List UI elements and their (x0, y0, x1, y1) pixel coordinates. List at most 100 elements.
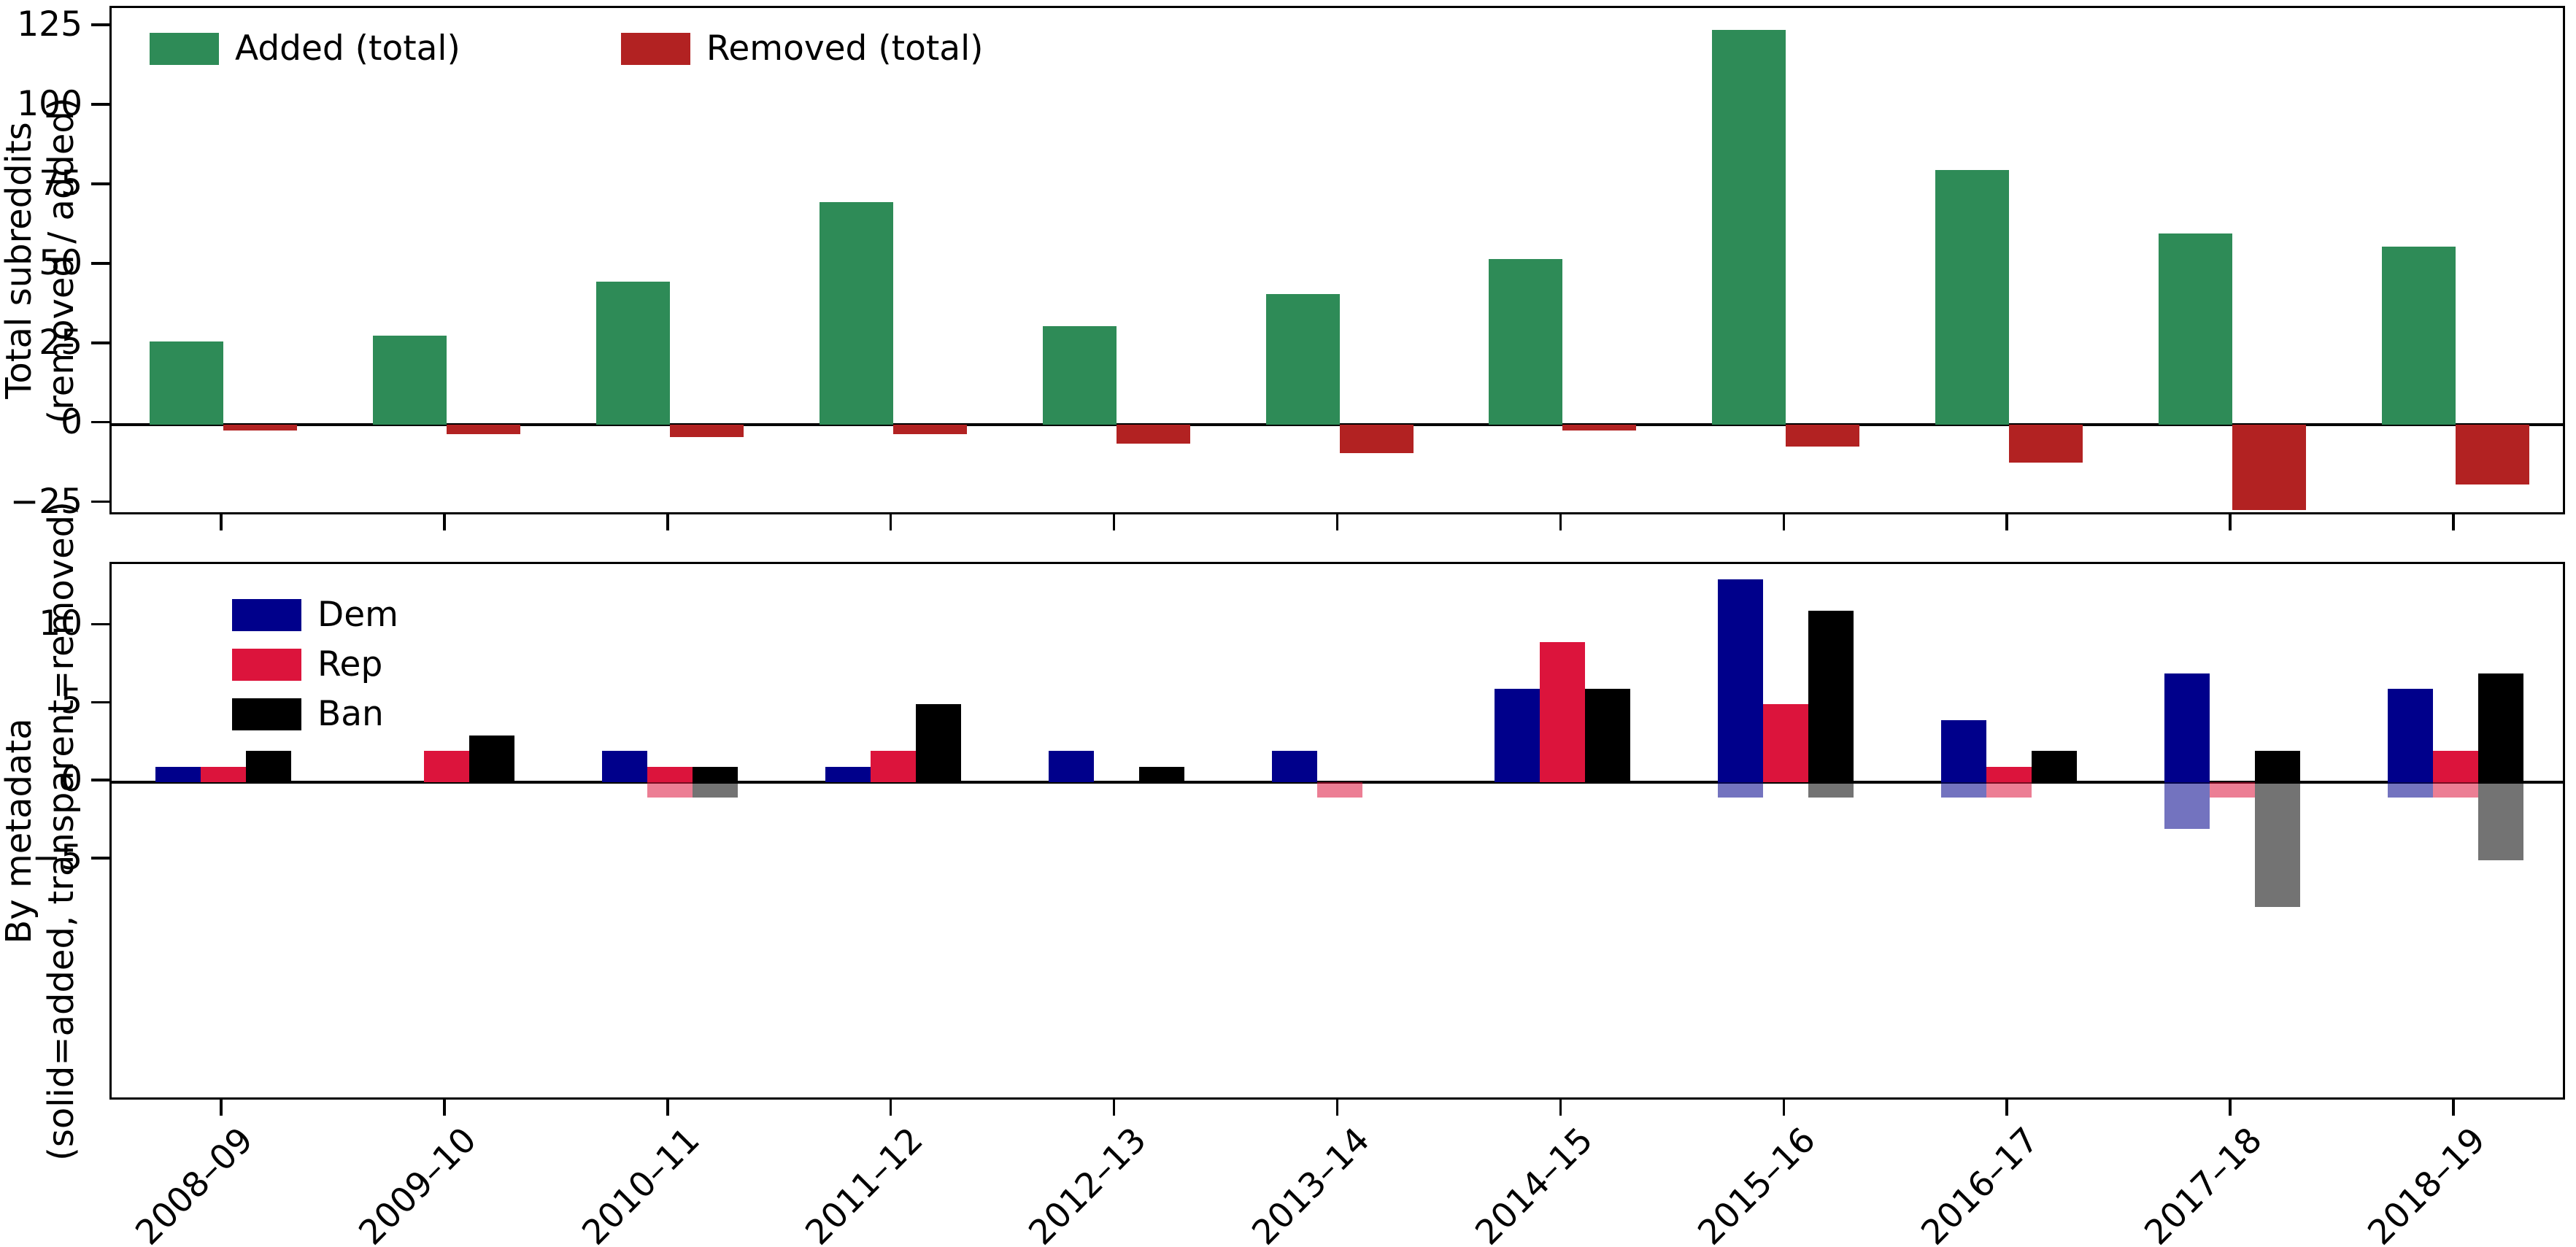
top-panel-axes (109, 6, 2565, 514)
legend-entry-dem: Dem (232, 597, 398, 633)
bar-ban-removed-2017–18 (2255, 782, 2301, 907)
bar-added-2008–09 (149, 341, 223, 425)
x-tick-label: 2012–13 (1020, 1119, 1154, 1247)
y-tick-label: 50 (39, 242, 82, 283)
y-tick-mark (91, 779, 109, 781)
x-tick-mark (1559, 514, 1562, 530)
x-tick-mark (2005, 1100, 2008, 1116)
x-tick-label: 2017–18 (2137, 1119, 2270, 1247)
y-tick-label: 100 (17, 84, 82, 125)
x-tick-label: 2013–14 (1243, 1119, 1378, 1247)
bar-removed-2011–12 (892, 424, 967, 434)
y-tick-mark (91, 700, 109, 703)
x-tick-mark (443, 514, 446, 530)
x-tick-label: 2010–11 (574, 1119, 708, 1247)
bar-ban-added-2010–11 (692, 766, 738, 783)
bar-dem-removed-2018–19 (2388, 782, 2434, 798)
x-tick-mark (220, 1100, 223, 1116)
bar-rep-added-2016–17 (1986, 766, 2032, 783)
bar-removed-2013–14 (1339, 424, 1414, 453)
bar-removed-2015–16 (1786, 424, 1860, 447)
bar-added-2010–11 (595, 281, 670, 425)
y-tick-label: 5 (61, 682, 82, 722)
bar-dem-removed-2017–18 (2164, 782, 2210, 830)
bar-dem-added-2014–15 (1495, 688, 1540, 783)
bar-added-2016–17 (1935, 170, 2010, 425)
bar-removed-2017–18 (2232, 424, 2307, 511)
x-tick-label: 2015–16 (1690, 1119, 1824, 1247)
added-total-swatch (150, 33, 219, 65)
bar-ban-added-2018–19 (2478, 673, 2524, 783)
y-tick-mark (91, 103, 109, 106)
zero-baseline (112, 422, 2563, 426)
bar-dem-added-2008–09 (155, 766, 201, 783)
ban-swatch (232, 698, 301, 730)
y-tick-label: −25 (9, 481, 82, 522)
bottom-legend: Dem Rep Ban (232, 597, 398, 733)
ban-label: Ban (317, 694, 384, 734)
rep-label: Rep (317, 644, 383, 684)
bar-removed-2008–09 (223, 424, 297, 431)
x-tick-mark (666, 1100, 669, 1116)
legend-entry-added: Added (total) (150, 31, 460, 67)
bar-dem-added-2016–17 (1941, 719, 1987, 783)
x-tick-mark (666, 514, 669, 530)
bar-rep-added-2011–12 (870, 751, 916, 783)
y-tick-label: 75 (39, 163, 82, 204)
y-tick-label: 25 (39, 322, 82, 363)
bar-dem-added-2018–19 (2388, 688, 2434, 783)
added-total-label: Added (total) (235, 28, 460, 69)
bar-rep-removed-2018–19 (2433, 782, 2479, 798)
x-tick-label: 2016–17 (1913, 1119, 2048, 1247)
bar-ban-removed-2015–16 (1808, 782, 1854, 798)
bar-ban-added-2009–10 (468, 735, 514, 783)
x-tick-mark (1782, 514, 1786, 530)
bar-ban-added-2016–17 (2032, 751, 2078, 783)
bar-dem-added-2013–14 (1271, 751, 1317, 783)
y-tick-label: 0 (61, 401, 82, 442)
bar-rep-added-2015–16 (1763, 704, 1809, 783)
x-tick-mark (2229, 514, 2232, 530)
bar-ban-added-2011–12 (915, 704, 961, 783)
x-tick-mark (1335, 514, 1339, 530)
x-tick-label: 2014–15 (1467, 1119, 1601, 1247)
bar-ban-added-2014–15 (1585, 688, 1631, 783)
x-tick-label: 2011–12 (798, 1119, 931, 1247)
bar-removed-2009–10 (446, 424, 520, 434)
y-tick-label: 0 (61, 760, 82, 800)
bar-ban-added-2008–09 (245, 751, 291, 783)
bar-rep-removed-2016–17 (1986, 782, 2032, 798)
x-tick-mark (443, 1100, 446, 1116)
bar-ban-added-2012–13 (1138, 766, 1184, 783)
bar-removed-2014–15 (1562, 424, 1637, 431)
x-tick-mark (2005, 514, 2008, 530)
top-legend: Added (total) Removed (total) (150, 31, 983, 67)
bar-added-2009–10 (372, 335, 447, 425)
y-tick-mark (91, 23, 109, 26)
bar-rep-added-2014–15 (1540, 641, 1586, 783)
y-tick-mark (91, 341, 109, 344)
bar-rep-added-2018–19 (2433, 751, 2479, 783)
bar-dem-added-2012–13 (1048, 751, 1094, 783)
dem-swatch (232, 599, 301, 631)
x-tick-mark (2452, 514, 2455, 530)
y-tick-mark (91, 857, 109, 860)
bar-rep-removed-2017–18 (2210, 782, 2256, 798)
x-tick-mark (889, 1100, 892, 1116)
bar-rep-removed-2013–14 (1316, 782, 1362, 798)
legend-entry-ban: Ban (232, 696, 398, 733)
bar-ban-removed-2018–19 (2478, 782, 2524, 860)
y-tick-label: 125 (17, 4, 82, 45)
x-tick-mark (1559, 1100, 1562, 1116)
bar-rep-removed-2010–11 (647, 782, 693, 798)
bar-dem-removed-2015–16 (1718, 782, 1764, 798)
y-tick-mark (91, 622, 109, 626)
x-tick-mark (220, 514, 223, 530)
x-tick-mark (2452, 1100, 2455, 1116)
bar-dem-removed-2016–17 (1941, 782, 1987, 798)
x-tick-mark (889, 514, 892, 530)
bar-removed-2010–11 (669, 424, 744, 438)
rep-swatch (232, 649, 301, 681)
y-tick-mark (91, 262, 109, 265)
